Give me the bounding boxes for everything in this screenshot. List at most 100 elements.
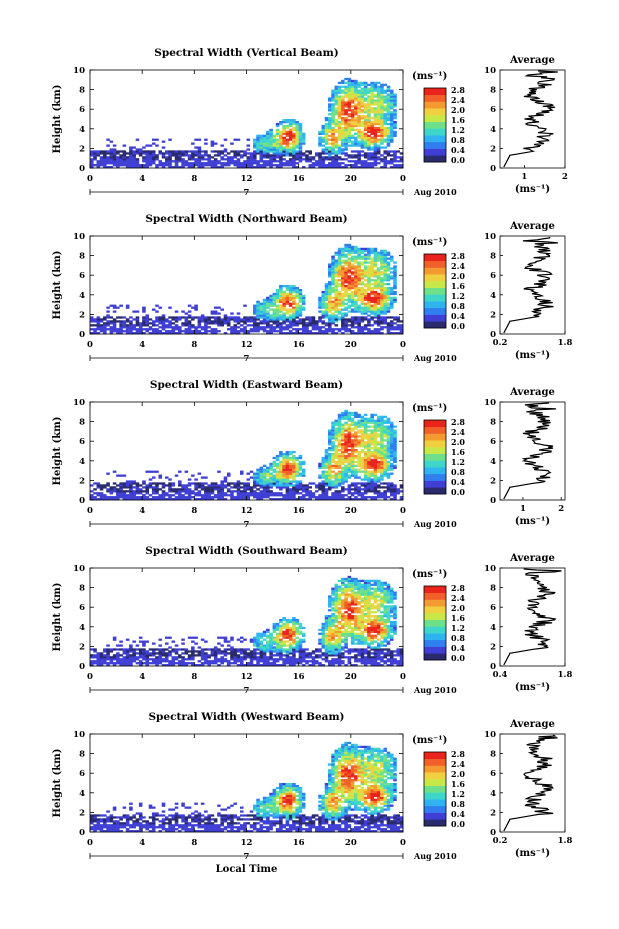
heatmap-cell — [393, 431, 397, 434]
heatmap-cell — [285, 452, 290, 456]
heatmap-cell — [288, 122, 293, 126]
heatmap-cell — [200, 164, 205, 167]
heatmap-cell — [347, 413, 352, 417]
heatmap-cell — [119, 640, 123, 643]
heatmap-cell — [341, 437, 345, 440]
heatmap-cell — [106, 488, 110, 491]
heatmap-cell — [266, 486, 270, 489]
heatmap-cell — [230, 328, 234, 331]
heatmap-cell — [383, 249, 387, 252]
heatmap-cell — [344, 158, 348, 161]
heatmap-cell — [363, 261, 368, 264]
heatmap-cell — [187, 330, 192, 333]
heatmap-cell — [259, 316, 264, 319]
heatmap-cell — [272, 138, 277, 141]
heatmap-cell — [360, 429, 365, 432]
heatmap-cell — [321, 490, 326, 493]
heatmap-cell — [347, 156, 352, 159]
heatmap-cell — [324, 122, 329, 126]
colorbar-swatch — [424, 446, 446, 454]
heatmap-cell — [370, 283, 374, 286]
heatmap-cell — [269, 294, 273, 298]
heatmap-cell — [344, 433, 348, 436]
heatmap-cell — [109, 496, 114, 499]
heatmap-cells — [90, 77, 404, 169]
heatmap-cell — [347, 160, 352, 163]
heatmap-cell — [341, 119, 345, 122]
heatmap-cell — [337, 328, 342, 331]
heatmap-cell — [96, 152, 101, 155]
heatmap-cell — [337, 91, 342, 94]
heatmap-cell — [93, 492, 97, 495]
heatmap-cell — [112, 638, 117, 641]
heatmap-cell — [386, 496, 391, 499]
heatmap-cell — [399, 156, 404, 159]
heatmap-cell — [103, 650, 107, 653]
heatmap-cell — [132, 652, 136, 655]
heatmap-cell — [210, 144, 215, 147]
heatmap-cell — [272, 492, 277, 495]
heatmap-cell — [386, 126, 391, 130]
heatmap-cell — [360, 115, 365, 118]
heatmap-cell — [168, 332, 172, 335]
heatmap-cell — [253, 480, 257, 483]
heatmap-cell — [337, 283, 342, 286]
heatmap-cell — [328, 120, 332, 124]
heatmap-cell — [354, 279, 358, 282]
heatmap-cell — [344, 126, 348, 130]
heatmap-cell — [272, 322, 277, 325]
heatmap-cell — [155, 332, 159, 335]
heatmap-cell — [181, 316, 185, 319]
heatmap-cell — [380, 445, 384, 448]
heatmap-cell — [331, 304, 335, 307]
heatmap-cell — [93, 660, 97, 663]
heatmap-cell — [373, 162, 378, 165]
heatmap-cell — [236, 158, 241, 161]
heatmap-cell — [279, 154, 283, 157]
colorbar-swatch — [424, 294, 446, 302]
heatmap-cell — [350, 247, 355, 251]
profile-y-tick-label: 10 — [484, 232, 496, 242]
heatmap-cell — [341, 117, 345, 120]
heatmap-cell — [337, 107, 342, 110]
heatmap-cell — [106, 650, 110, 653]
heatmap-cell — [262, 138, 267, 141]
heatmap-cell — [275, 486, 280, 489]
heatmap-cell — [259, 482, 264, 485]
heatmap-cell — [324, 474, 329, 477]
heatmap-cell — [125, 332, 130, 335]
heatmap-cell — [311, 318, 316, 321]
heatmap-cell — [132, 162, 136, 165]
heatmap-cell — [328, 441, 332, 444]
heatmap-cell — [380, 140, 384, 143]
heatmap-cell — [279, 140, 283, 143]
heatmap-cell — [135, 166, 140, 169]
heatmap-cell — [106, 664, 110, 667]
heatmap-cell — [337, 156, 342, 159]
heatmap-cell — [341, 120, 345, 124]
heatmap-cell — [347, 105, 352, 108]
heatmap-cell — [363, 326, 368, 329]
heatmap-cell — [288, 322, 293, 325]
heatmap-cell — [376, 253, 381, 256]
heatmap-cell — [168, 478, 172, 481]
heatmap-cell — [106, 310, 110, 313]
heatmap-cell — [171, 488, 176, 491]
heatmap-cell — [383, 322, 387, 325]
heatmap-cell — [360, 292, 365, 296]
heatmap-cell — [239, 492, 244, 495]
heatmap-cell — [230, 482, 234, 485]
heatmap-cell — [305, 488, 309, 491]
heatmap-cell — [337, 413, 342, 417]
heatmap-cell — [328, 498, 332, 501]
heatmap-cell — [285, 316, 290, 319]
heatmap-cell — [357, 492, 361, 495]
heatmap-cell — [246, 318, 251, 321]
heatmap-cell — [295, 154, 299, 157]
heatmap-cell — [354, 482, 358, 485]
heatmap-cell — [96, 320, 101, 323]
heatmap-cell — [119, 648, 123, 651]
heatmap-cell — [360, 263, 365, 266]
heatmap-cell — [135, 160, 140, 163]
heatmap-cell — [292, 310, 296, 313]
